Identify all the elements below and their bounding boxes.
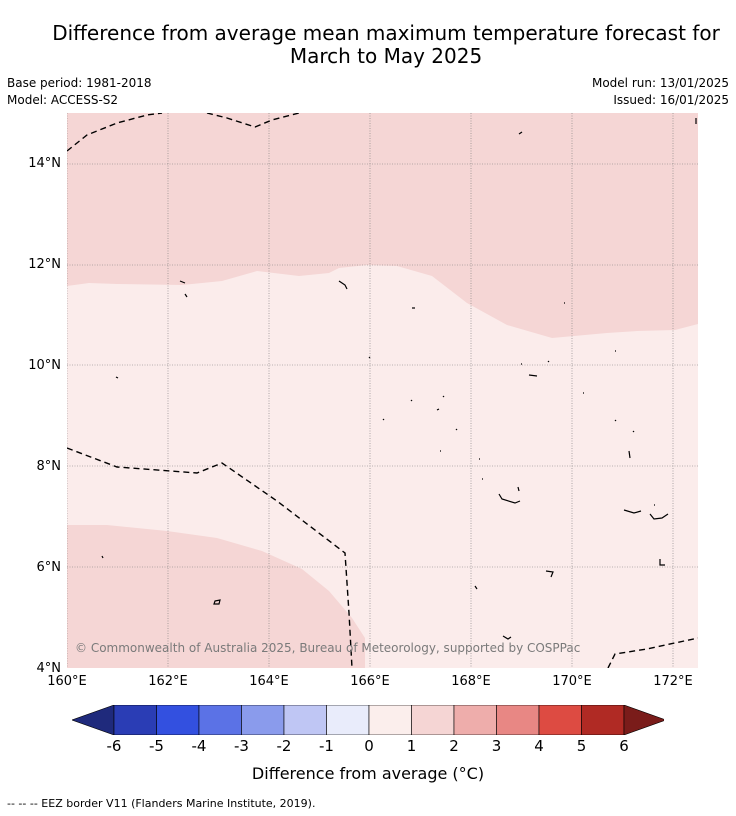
colorbar-tick-label: 4	[534, 737, 544, 755]
lon-label-166e: 166°E	[350, 674, 390, 689]
model-run: Model run: 13/01/2025	[591, 76, 729, 90]
model-name: Model: ACCESS-S2	[7, 93, 119, 107]
colorbar-swatch	[538, 705, 582, 735]
colorbar-tick-label: 2	[449, 737, 459, 755]
colorbar-tick-label: 0	[364, 737, 374, 755]
colorbar-swatch	[113, 705, 157, 735]
island-outlines	[101, 118, 697, 640]
lat-label-14n: 14°N	[28, 156, 61, 171]
eez-footnote: -- -- -- EEZ border V11 (Flanders Marine…	[7, 797, 316, 810]
colorbar-tick-label: -4	[191, 737, 207, 755]
colorbar-swatch	[326, 705, 370, 735]
lon-label-164e: 164°E	[249, 674, 289, 689]
colorbar-swatch	[198, 705, 242, 735]
map-title: Difference from average mean maximum tem…	[0, 22, 736, 68]
colorbar-swatch	[411, 705, 455, 735]
colorbar-extend-high	[623, 705, 664, 735]
title-line-2: March to May 2025	[289, 44, 483, 68]
colorbar-tick-label: -3	[234, 737, 249, 755]
colorbar-swatch	[368, 705, 412, 735]
colorbar-swatch	[453, 705, 497, 735]
lon-gridlines	[67, 113, 674, 668]
colorbar-tick-label: -6	[106, 737, 122, 755]
lat-label-10n: 10°N	[28, 358, 61, 373]
lon-label-168e: 168°E	[451, 674, 491, 689]
colorbar-tick-label: -2	[276, 737, 292, 755]
lat-label-4n: 4°N	[36, 661, 62, 676]
colorbar-swatch	[283, 705, 327, 735]
colorbar-tick-label: 6	[619, 737, 629, 755]
colorbar-extend-low	[72, 705, 115, 735]
eez-borders	[67, 113, 698, 668]
title-line-1: Difference from average mean maximum tem…	[52, 21, 720, 45]
issued-date: Issued: 16/01/2025	[613, 93, 729, 107]
colorbar-tick-label: 5	[576, 737, 587, 755]
copyright-notice: © Commonwealth of Australia 2025, Bureau…	[75, 641, 581, 655]
lat-label-8n: 8°N	[36, 459, 62, 474]
colorbar	[72, 705, 664, 735]
colorbar-title: Difference from average (°C)	[251, 764, 485, 783]
meta-left: Base period: 1981-2018 Model: ACCESS-S2	[7, 75, 152, 109]
colorbar-swatch	[156, 705, 200, 735]
region-1-2-north	[67, 113, 698, 338]
lon-label-162e: 162°E	[148, 674, 188, 689]
lat-label-6n: 6°N	[36, 560, 62, 575]
lon-label-170e: 170°E	[552, 674, 592, 689]
base-period: Base period: 1981-2018	[7, 76, 152, 90]
lon-label-172e: 172°E	[653, 674, 693, 689]
colorbar-tick-label: 3	[491, 737, 502, 755]
forecast-map	[67, 113, 698, 668]
lat-gridlines	[67, 163, 698, 568]
region-1-2-southwest	[67, 525, 365, 668]
colorbar-swatch	[496, 705, 540, 735]
colorbar-tick-label: -5	[149, 737, 164, 755]
lat-label-12n: 12°N	[28, 257, 61, 272]
colorbar-swatch	[241, 705, 285, 735]
meta-right: Model run: 13/01/2025 Issued: 16/01/2025	[592, 75, 729, 109]
colorbar-tick-label: 1	[406, 737, 417, 755]
colorbar-swatch	[581, 705, 625, 735]
colorbar-tick-label: -1	[319, 737, 334, 755]
lon-label-160e: 160°E	[47, 674, 87, 689]
